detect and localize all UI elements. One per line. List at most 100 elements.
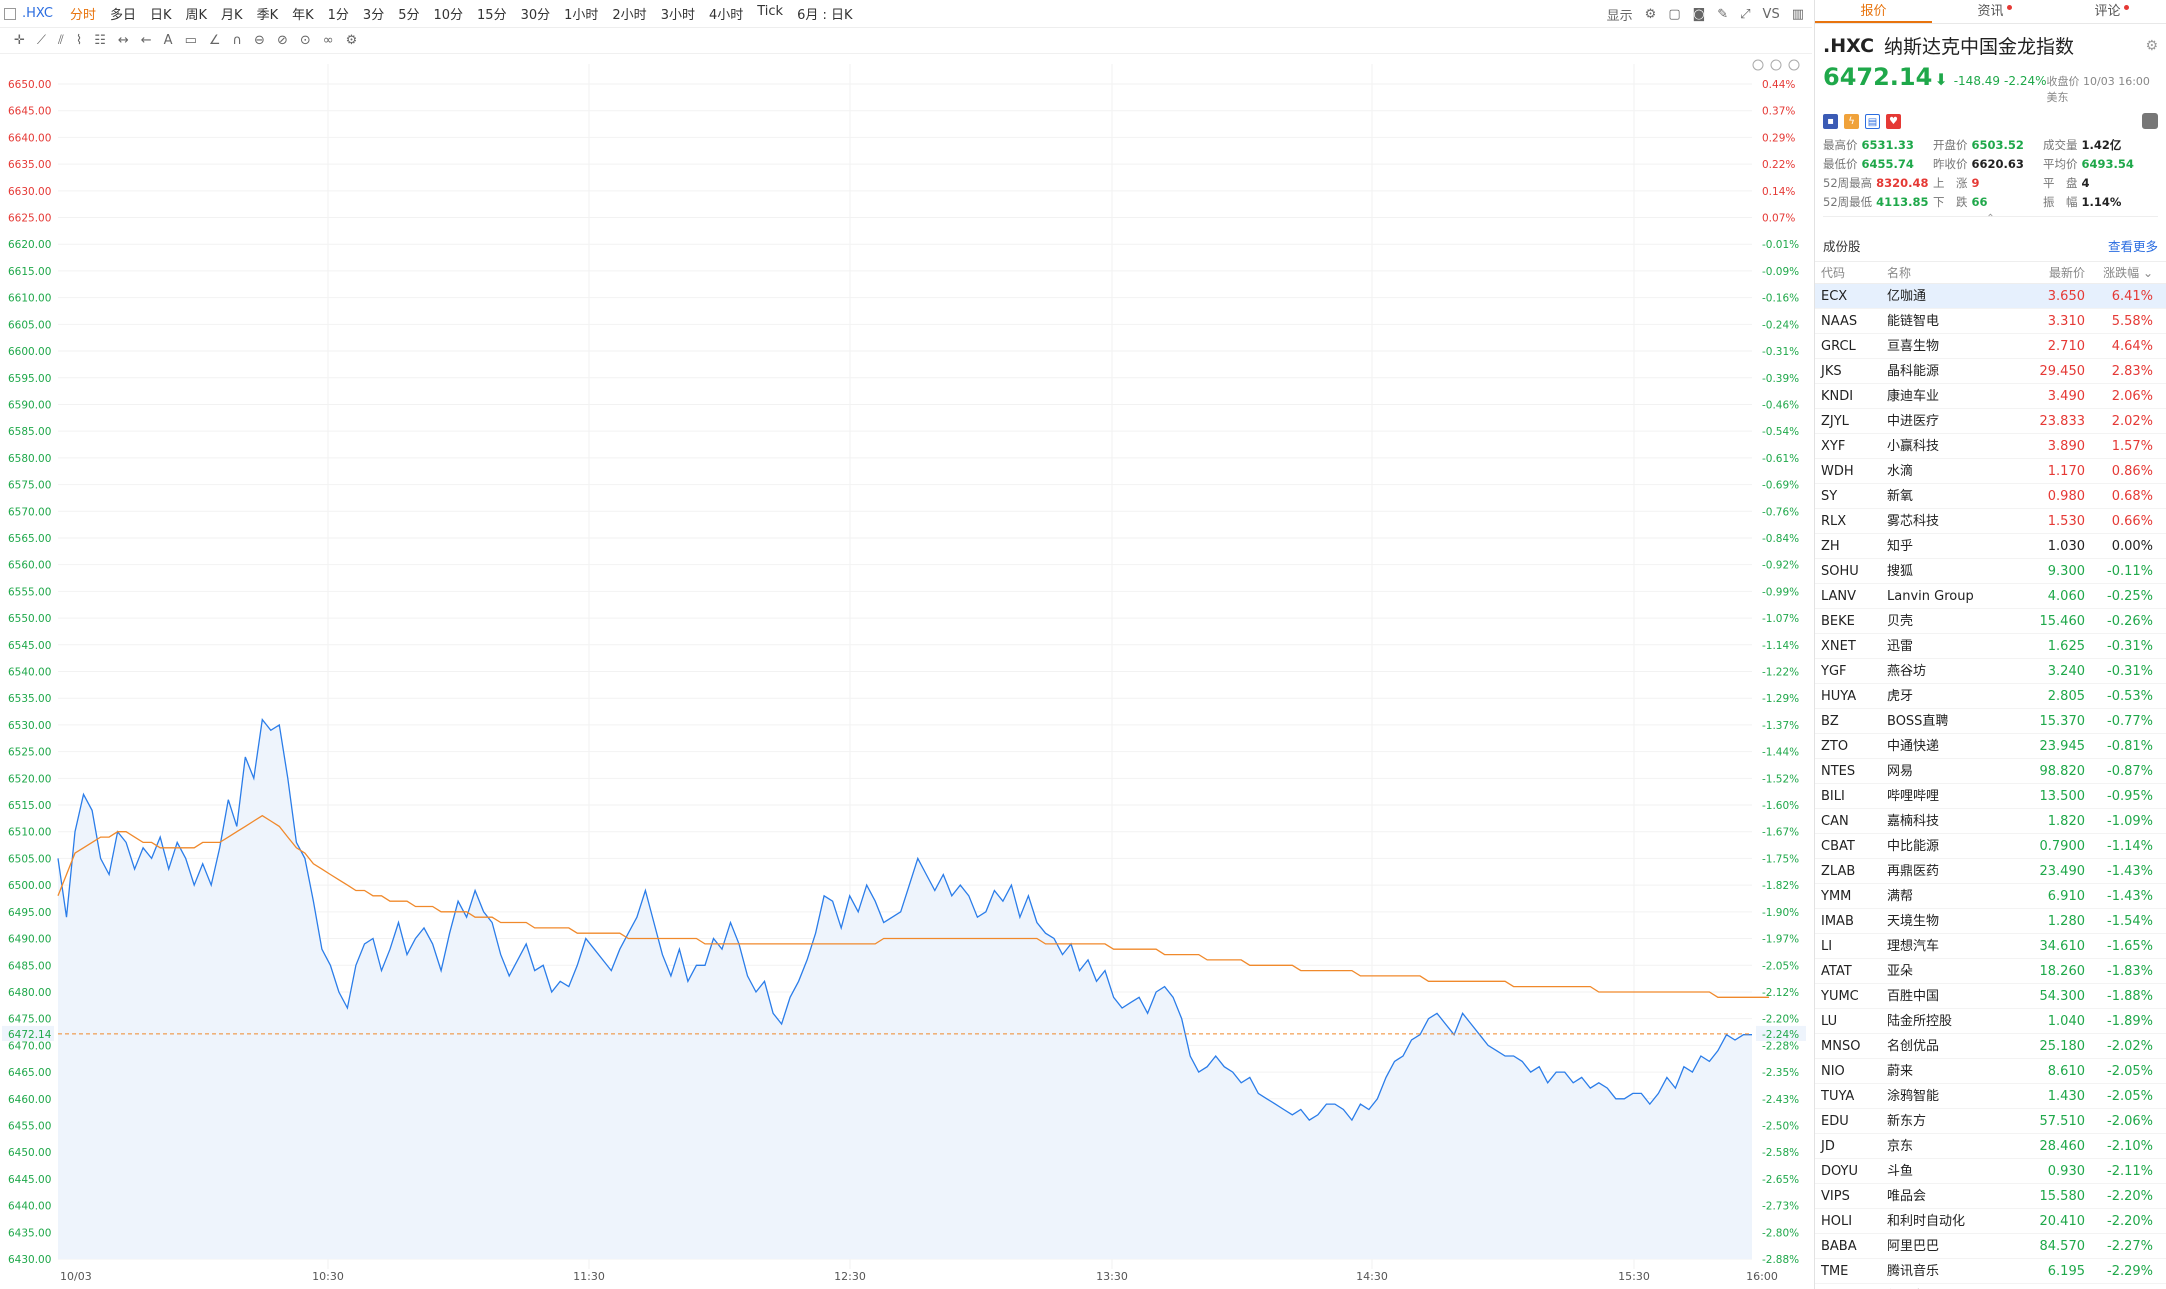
- table-row[interactable]: GRCL 亘喜生物 2.710 4.64%: [1815, 334, 2166, 359]
- period-tab[interactable]: 3小时: [660, 8, 695, 23]
- table-row[interactable]: SY 新氧 0.980 0.68%: [1815, 484, 2166, 509]
- table-row[interactable]: YUMC 百胜中国 54.300 -1.88%: [1815, 984, 2166, 1009]
- draw-icon[interactable]: ✎: [1717, 6, 1729, 22]
- zoom-out-icon[interactable]: [1770, 59, 1782, 71]
- table-row[interactable]: KNDI 康迪车业 3.490 2.06%: [1815, 384, 2166, 409]
- tab-news[interactable]: 资讯: [1932, 0, 2049, 23]
- table-row[interactable]: HOLI 和利时自动化 20.410 -2.20%: [1815, 1209, 2166, 1234]
- table-row[interactable]: DOYU 斗鱼 0.930 -2.11%: [1815, 1159, 2166, 1184]
- symbol-selector[interactable]: .HXC: [0, 6, 63, 21]
- compare-button[interactable]: VS: [1762, 6, 1780, 22]
- arrow-tool-icon[interactable]: ←: [140, 33, 152, 48]
- gear-icon[interactable]: ⚙: [345, 33, 358, 48]
- fib-tool-icon[interactable]: ☷: [94, 33, 106, 48]
- table-row[interactable]: ZLAB 再鼎医药 23.490 -1.43%: [1815, 859, 2166, 884]
- period-tab[interactable]: 4小时: [708, 8, 744, 23]
- comment-tool-icon[interactable]: ▭: [184, 33, 197, 48]
- table-row[interactable]: EDU 新东方 57.510 -2.06%: [1815, 1109, 2166, 1134]
- table-row[interactable]: ECX 亿咖通 3.650 6.41%: [1815, 284, 2166, 309]
- period-tab[interactable]: 1小时: [564, 8, 599, 23]
- table-row[interactable]: LANV Lanvin Group 4.060 -0.25%: [1815, 584, 2166, 609]
- period-tab[interactable]: 2小时: [612, 8, 647, 23]
- period-tab[interactable]: Tick: [757, 4, 784, 19]
- brush-tool-icon[interactable]: ∠: [208, 33, 221, 48]
- column-header[interactable]: 代码: [1821, 266, 1846, 280]
- panel-toggle-icon[interactable]: ▥: [1791, 6, 1804, 22]
- bell-icon[interactable]: [2142, 113, 2158, 129]
- period-tab[interactable]: 日K: [149, 8, 172, 23]
- table-row[interactable]: WDH 水滴 1.170 0.86%: [1815, 459, 2166, 484]
- table-row[interactable]: TUYA 涂鸦智能 1.430 -2.05%: [1815, 1084, 2166, 1109]
- settings-icon[interactable]: ⚙: [1644, 6, 1657, 22]
- table-row[interactable]: YMM 满帮 6.910 -1.43%: [1815, 884, 2166, 909]
- zigzag-tool-icon[interactable]: ⌇: [75, 33, 83, 48]
- period-tab[interactable]: 6月 : 日K: [797, 8, 853, 23]
- measure-tool-icon[interactable]: ↔: [117, 33, 129, 48]
- table-row[interactable]: BEKE 贝壳 15.460 -0.26%: [1815, 609, 2166, 634]
- table-row[interactable]: ZJYL 中进医疗 23.833 2.02%: [1815, 409, 2166, 434]
- table-row[interactable]: ZTO 中通快递 23.945 -0.81%: [1815, 734, 2166, 759]
- lightning-icon[interactable]: ϟ: [1844, 113, 1859, 129]
- checkbox-icon[interactable]: [4, 7, 16, 20]
- crosshair-icon[interactable]: ✛: [14, 33, 25, 48]
- magnet-icon[interactable]: ∩: [232, 33, 243, 48]
- heart-icon[interactable]: ♥: [1886, 113, 1901, 129]
- period-tab[interactable]: 周K: [185, 8, 208, 23]
- chevron-up-icon[interactable]: ⌃: [1986, 213, 1995, 224]
- text-tool-icon[interactable]: A: [163, 33, 173, 48]
- table-row[interactable]: RLX 雾芯科技 1.530 0.66%: [1815, 509, 2166, 534]
- period-tab[interactable]: 10分: [433, 8, 464, 23]
- document-icon[interactable]: ▤: [1865, 113, 1880, 129]
- table-row[interactable]: JKS 晶科能源 29.450 2.83%: [1815, 359, 2166, 384]
- symbol-label[interactable]: .HXC: [22, 6, 53, 21]
- channel-tool-icon[interactable]: ⫽: [58, 33, 64, 48]
- table-row[interactable]: ATAT 亚朵 18.260 -1.83%: [1815, 959, 2166, 984]
- period-tab[interactable]: 5分: [398, 8, 420, 23]
- table-row[interactable]: HUYA 虎牙 2.805 -0.53%: [1815, 684, 2166, 709]
- table-row[interactable]: YGF 燕谷坊 3.240 -0.31%: [1815, 659, 2166, 684]
- table-row[interactable]: XNET 迅雷 1.625 -0.31%: [1815, 634, 2166, 659]
- delete-icon[interactable]: ⊙: [299, 33, 311, 48]
- period-tab[interactable]: 年K: [292, 8, 314, 23]
- fullscreen-icon[interactable]: ⤢: [1740, 6, 1751, 22]
- table-row[interactable]: CBAT 中比能源 0.7900 -1.14%: [1815, 834, 2166, 859]
- table-row[interactable]: NIO 蔚来 8.610 -2.05%: [1815, 1059, 2166, 1084]
- camera-icon[interactable]: ◙: [1692, 6, 1706, 22]
- link-icon[interactable]: ∞: [322, 33, 334, 48]
- table-row[interactable]: SOHU 搜狐 9.300 -0.11%: [1815, 559, 2166, 584]
- table-row[interactable]: JD 京东 28.460 -2.10%: [1815, 1134, 2166, 1159]
- table-row[interactable]: BZ BOSS直聘 15.370 -0.77%: [1815, 709, 2166, 734]
- column-header[interactable]: 名称: [1887, 266, 1912, 280]
- period-tab[interactable]: 分时: [69, 8, 96, 23]
- table-row[interactable]: IMAB 天境生物 1.280 -1.54%: [1815, 909, 2166, 934]
- tab-quote[interactable]: 报价: [1815, 0, 1932, 23]
- table-row[interactable]: LI 理想汽车 34.610 -1.65%: [1815, 934, 2166, 959]
- column-header[interactable]: 涨跌幅 ⌄: [2103, 266, 2153, 280]
- column-header[interactable]: 最新价: [2048, 266, 2085, 280]
- layout-icon[interactable]: ▢: [1668, 6, 1681, 22]
- table-row[interactable]: CAN 嘉楠科技 1.820 -1.09%: [1815, 809, 2166, 834]
- period-tab[interactable]: 30分: [520, 8, 551, 23]
- tab-comments[interactable]: 评论: [2049, 0, 2166, 23]
- intraday-chart[interactable]: 6650.00 0.44% 6645.00 0.37% 6640.00 0.29% 6635…: [0, 54, 1812, 1289]
- table-row[interactable]: XYF 小赢科技 3.890 1.57%: [1815, 434, 2166, 459]
- table-row[interactable]: BABA 阿里巴巴 84.570 -2.27%: [1815, 1234, 2166, 1259]
- table-row[interactable]: ZH 知乎 1.030 0.00%: [1815, 534, 2166, 559]
- table-row[interactable]: MNSO 名创优品 25.180 -2.02%: [1815, 1034, 2166, 1059]
- table-row[interactable]: VIPS 唯品会 15.580 -2.20%: [1815, 1184, 2166, 1209]
- hide-icon[interactable]: ⊘: [276, 33, 288, 48]
- line-tool-icon[interactable]: ⟋: [36, 33, 47, 48]
- view-more-link[interactable]: 查看更多: [2107, 239, 2158, 254]
- table-row[interactable]: LU 陆金所控股 1.040 -1.89%: [1815, 1009, 2166, 1034]
- period-tab[interactable]: 1分: [327, 8, 349, 23]
- table-row[interactable]: TME 腾讯音乐 6.195 -2.29%: [1815, 1259, 2166, 1284]
- zoom-in-icon[interactable]: [1788, 59, 1800, 71]
- period-tab[interactable]: 月K: [221, 8, 243, 23]
- table-row[interactable]: BILI 哔哩哔哩 13.500 -0.95%: [1815, 784, 2166, 809]
- table-row[interactable]: UCAR优品车3.630-2.42%: [1815, 1284, 2166, 1289]
- period-tab[interactable]: 季K: [256, 8, 279, 23]
- display-menu[interactable]: 显示: [1606, 8, 1633, 24]
- period-tab[interactable]: 多日: [109, 8, 136, 23]
- period-tab[interactable]: 15分: [477, 8, 507, 23]
- lock-icon[interactable]: ⊖: [254, 33, 265, 48]
